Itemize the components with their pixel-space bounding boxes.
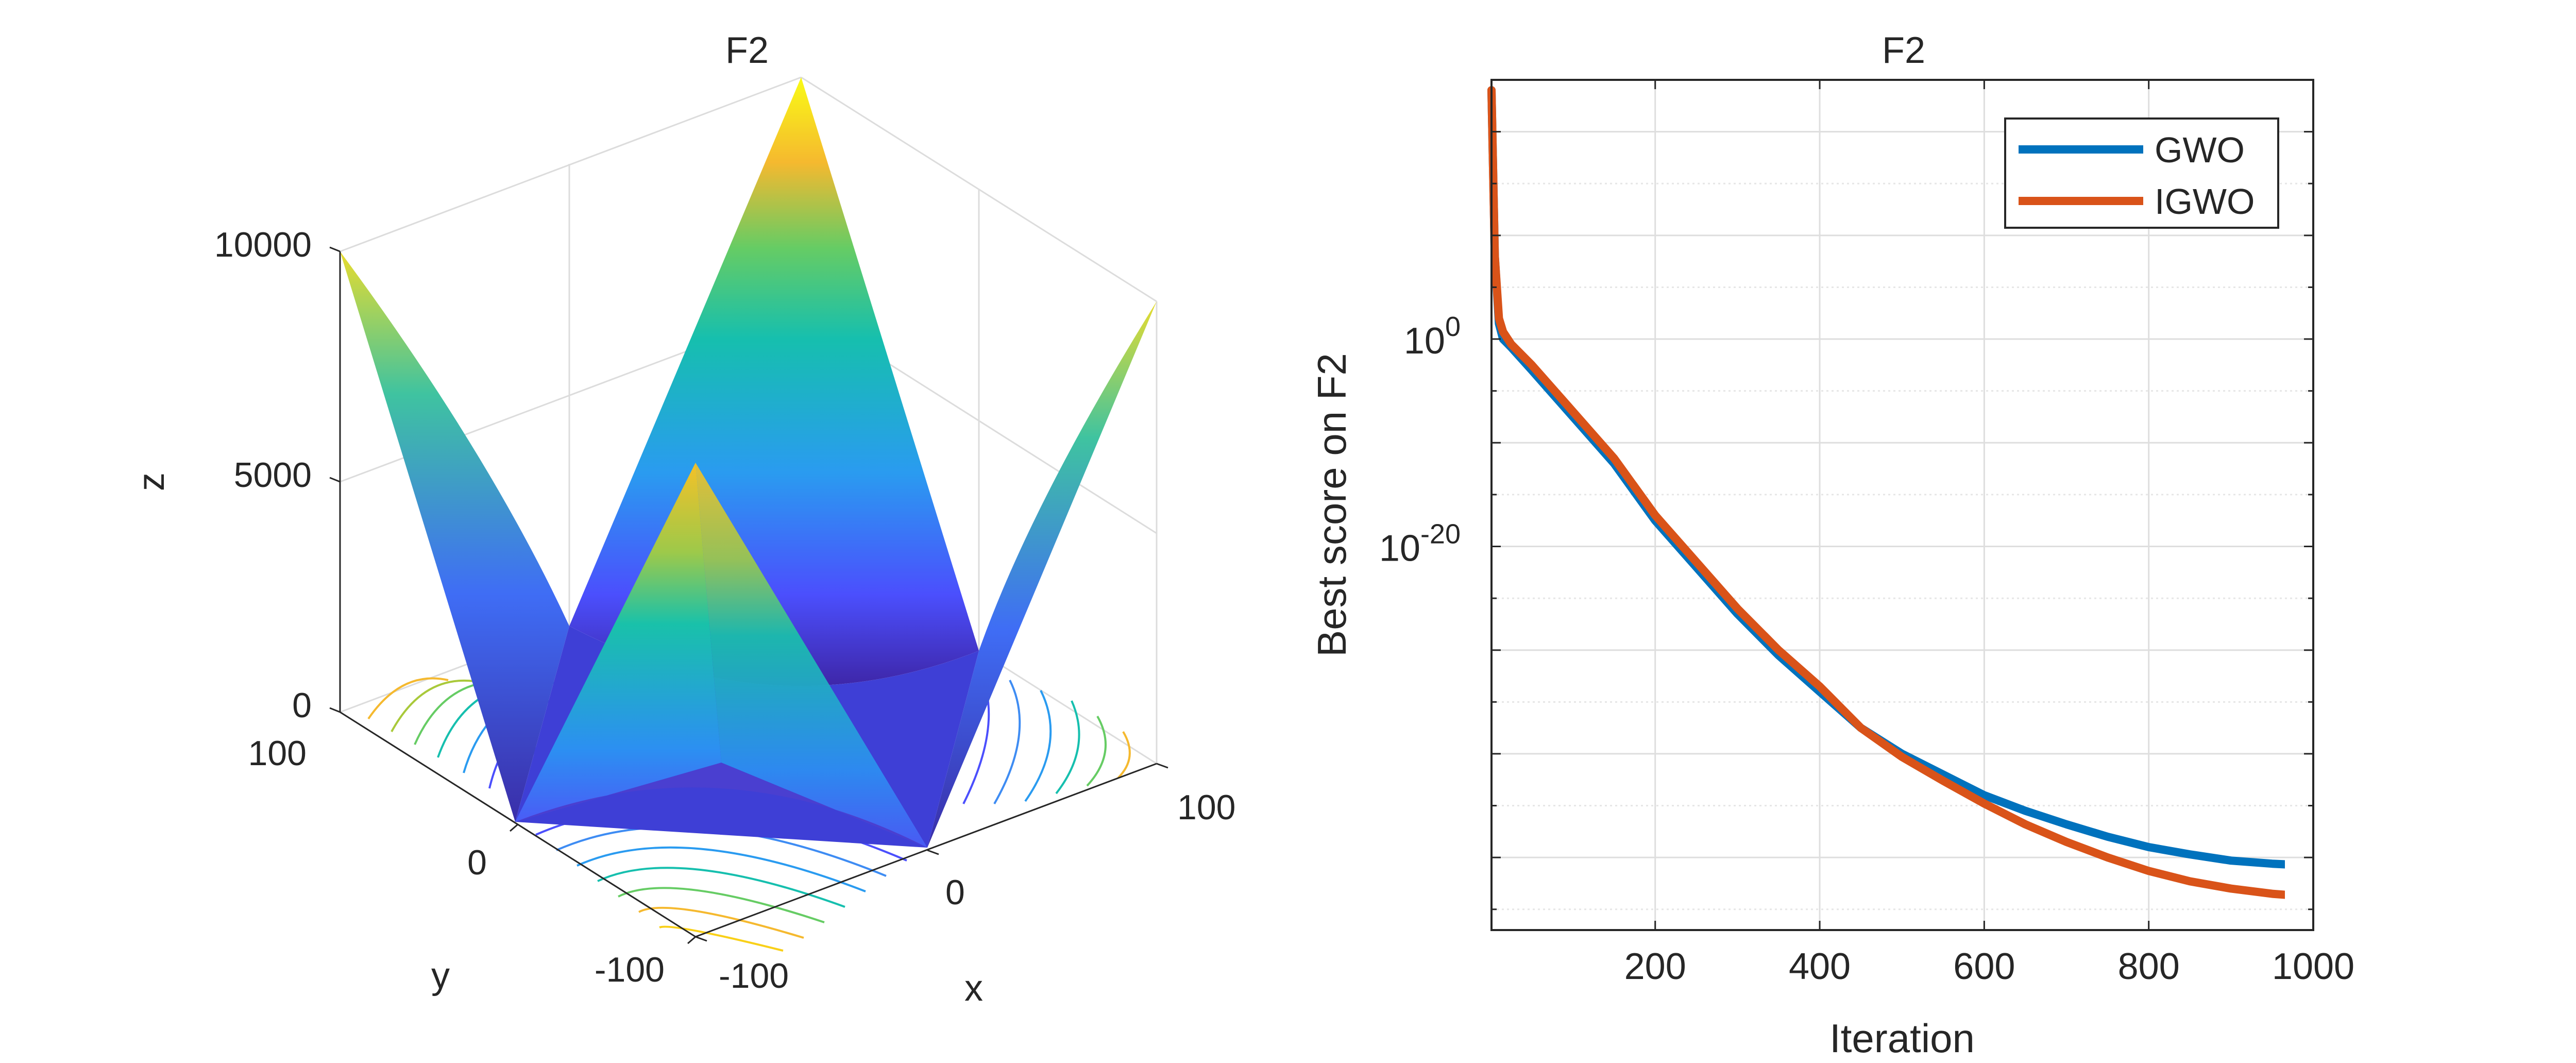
x-tick-label: 1000 (2272, 946, 2354, 987)
x-tick-label: 800 (2118, 946, 2180, 987)
y-axis-label: Best score on F2 (1309, 353, 1354, 657)
legend-label: IGWO (2155, 181, 2255, 222)
surface-title: F2 (725, 30, 769, 71)
y-tick-label: 100 (1404, 311, 1461, 362)
surface-front-floor (515, 763, 927, 848)
y-axis-label: y (431, 955, 450, 997)
x-tick-label: 400 (1789, 946, 1851, 987)
surface-left-wing (340, 251, 569, 822)
y-tick-label: 0 (467, 843, 487, 882)
x-tick-label: 600 (1953, 946, 2015, 987)
legend-box (2004, 117, 2279, 229)
plot-frame (1490, 79, 2314, 931)
z-tick-label: 5000 (234, 455, 312, 495)
y-tick-label: 10-20 (1379, 518, 1461, 569)
surface-axes (329, 246, 1168, 944)
surface-front-left (515, 463, 721, 822)
x-axis-line (695, 763, 1157, 938)
x-tick-labels: 200 400 600 800 1000 (1624, 946, 2354, 987)
z-tick-label: 10000 (214, 225, 312, 264)
x-axis-label: Iteration (1829, 1016, 1975, 1061)
surface-tick-labels: 10000 5000 0 100 0 -100 -100 0 100 (214, 225, 1236, 995)
x-tick-label: 0 (945, 873, 965, 912)
surface-right-wing (927, 301, 1157, 848)
series-lines (1487, 86, 2285, 899)
legend: GWO IGWO (2004, 117, 2279, 229)
y-tick-label: -100 (595, 950, 665, 989)
y-tick-label: 100 (248, 734, 307, 773)
x-axis-label: x (964, 968, 983, 1009)
series-line-igwo (1487, 86, 2285, 899)
line-title: F2 (1882, 30, 1925, 71)
surface-mesh (340, 77, 1157, 848)
convergence-plot-panel: F2 200 400 600 800 1000 100 10-20 Iteration B… (1309, 30, 2354, 1061)
z-tick-label: 0 (292, 686, 312, 725)
x-tick-label: 100 (1177, 788, 1235, 827)
z-axis-label: z (131, 473, 172, 491)
surface-front-right (696, 463, 927, 848)
x-tick-label: -100 (719, 956, 789, 995)
surface-plot-panel: F2 (131, 30, 1235, 1009)
y-tick-labels: 100 10-20 (1379, 311, 1461, 569)
x-tick-label: 200 (1624, 946, 1686, 987)
legend-label: GWO (2155, 130, 2245, 170)
